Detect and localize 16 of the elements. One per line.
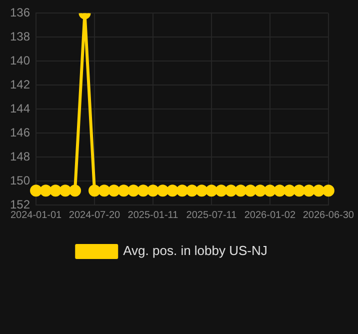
y-tick-label: 152 (10, 197, 30, 212)
x-tick-label: 2026-01-02 (244, 210, 296, 221)
x-tick-label: 2024-01-01 (10, 210, 62, 221)
y-tick-label: 136 (10, 6, 30, 20)
y-tick-label: 148 (10, 149, 30, 164)
x-tick-label: 2025-01-11 (128, 210, 179, 221)
y-tick-label: 150 (10, 173, 30, 188)
y-tick-label: 140 (10, 53, 30, 68)
x-tick-label: 2025-07-11 (186, 210, 238, 221)
y-tick-label: 142 (10, 77, 30, 92)
y-tick-label: 138 (10, 29, 30, 44)
x-tick-label: 2026-06-30 (302, 210, 354, 221)
legend-label: Avg. pos. in lobby US-NJ (123, 243, 268, 258)
y-tick-label: 146 (10, 125, 30, 140)
x-tick-label: 2024-07-20 (68, 210, 121, 221)
y-tick-label: 144 (10, 101, 30, 116)
